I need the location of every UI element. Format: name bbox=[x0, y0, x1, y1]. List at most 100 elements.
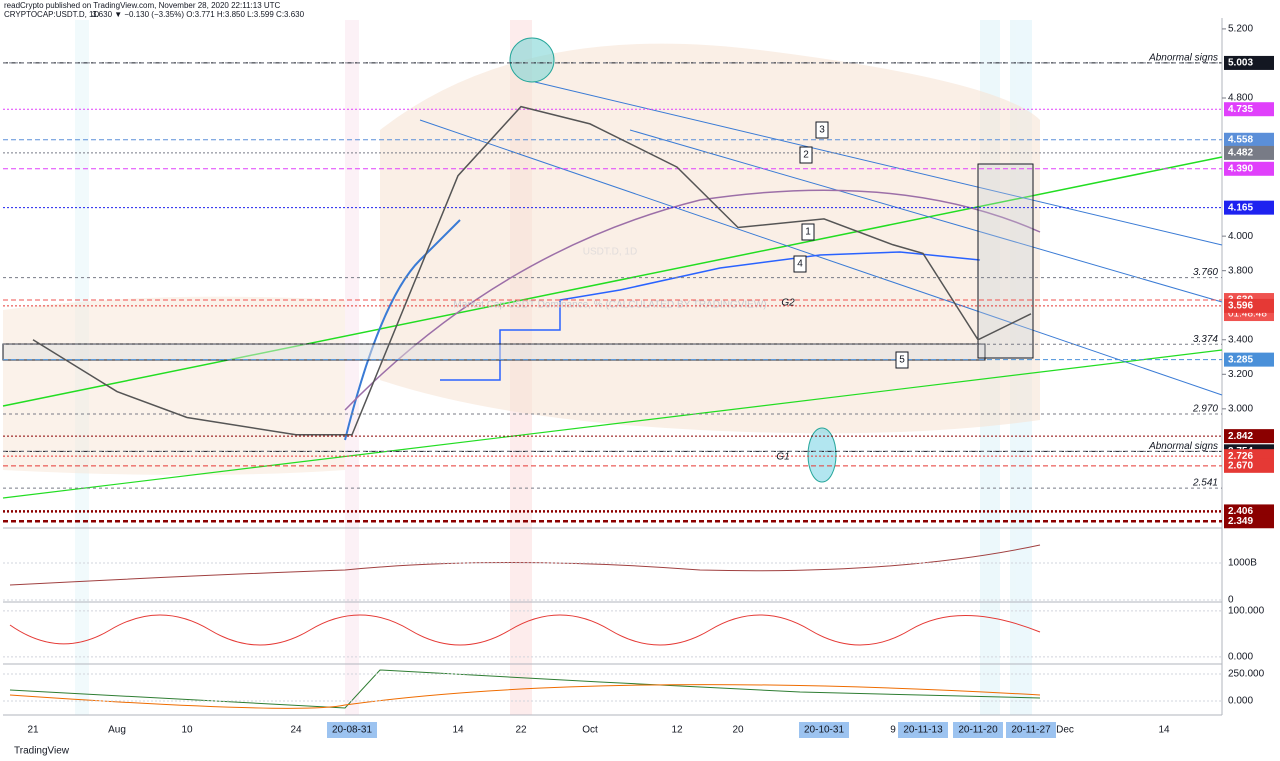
x-tick-label: 24 bbox=[290, 725, 302, 736]
annot-label: 2.541 bbox=[1192, 478, 1218, 489]
x-tick-label: 20-11-13 bbox=[903, 725, 943, 736]
y-tick-label: 4.000 bbox=[1228, 231, 1253, 242]
marker-box bbox=[815, 121, 829, 139]
level-label: 3.285 bbox=[1228, 354, 1253, 365]
x-tick-label: 20-10-31 bbox=[804, 725, 844, 736]
osc-line bbox=[9, 614, 1041, 646]
trend-line bbox=[534, 81, 1223, 246]
marker-box bbox=[793, 255, 807, 273]
level-label: 3.596 bbox=[1228, 301, 1253, 312]
level-box bbox=[1224, 429, 1274, 444]
x-tick-label: Oct bbox=[582, 725, 598, 736]
cloud bbox=[3, 296, 345, 475]
lower-line bbox=[9, 684, 1041, 709]
x-tick-label: 21 bbox=[27, 725, 39, 736]
level-box bbox=[1224, 458, 1274, 473]
pane-tick-label: 1000B bbox=[1228, 558, 1257, 569]
marker-label: 2 bbox=[803, 150, 809, 161]
marker-box bbox=[799, 146, 813, 164]
ma-line bbox=[344, 219, 461, 441]
highlight-circle bbox=[509, 37, 555, 83]
group-label: G2 bbox=[781, 298, 795, 309]
annot-label: 2.970 bbox=[1192, 404, 1218, 415]
lower-line bbox=[9, 669, 1041, 709]
x-tick-label: Dec bbox=[1056, 725, 1074, 736]
x-tick-label: 12 bbox=[671, 725, 683, 736]
level-label: 2.349 bbox=[1228, 516, 1253, 527]
level-box bbox=[1224, 514, 1274, 529]
box bbox=[2, 343, 986, 361]
x-tick-label: 20-11-27 bbox=[1011, 725, 1051, 736]
level-label: 4.482 bbox=[1228, 148, 1253, 159]
x-tick-label: 20-11-20 bbox=[958, 725, 998, 736]
x-tick-highlight bbox=[953, 722, 1003, 738]
band bbox=[345, 20, 359, 715]
annot-label: Abnormal signs bbox=[1148, 441, 1218, 452]
x-tick-label: 9 bbox=[890, 725, 896, 736]
level-box bbox=[1224, 161, 1274, 176]
marker-label: 4 bbox=[797, 259, 803, 270]
level-label: 2.406 bbox=[1228, 506, 1253, 517]
publisher: readCrypto published on TradingView.com,… bbox=[4, 1, 281, 10]
level-label: 2.842 bbox=[1228, 431, 1253, 442]
ohlc: 3.630 ▼ −0.130 (−3.35%) O:3.771 H:3.850 … bbox=[92, 10, 305, 19]
level-box bbox=[1224, 55, 1274, 70]
trend-line bbox=[629, 129, 1223, 303]
level-label: 4.165 bbox=[1228, 202, 1253, 213]
trend-line bbox=[2, 156, 1223, 407]
level-box bbox=[1224, 298, 1274, 313]
highlight-ellipse bbox=[807, 427, 837, 483]
x-tick-highlight bbox=[799, 722, 849, 738]
pane-tick-label: 0 bbox=[1228, 595, 1234, 606]
x-tick-label: Aug bbox=[108, 725, 126, 736]
annot-label: Abnormal signs bbox=[1148, 53, 1218, 64]
y-tick-label: 3.000 bbox=[1228, 403, 1253, 414]
price-line bbox=[32, 105, 1032, 436]
x-tick-label: 20-08-31 bbox=[332, 725, 372, 736]
x-tick-highlight bbox=[898, 722, 948, 738]
x-tick-label: 20 bbox=[732, 725, 744, 736]
level-label: 2.726 bbox=[1228, 451, 1253, 462]
level-label: 4.735 bbox=[1228, 104, 1253, 115]
x-tick-label: 22 bbox=[515, 725, 527, 736]
annot-label: 3.374 bbox=[1193, 334, 1218, 345]
level-label: 5.003 bbox=[1228, 58, 1253, 69]
level-label: 4.390 bbox=[1228, 163, 1253, 174]
marker-box bbox=[801, 223, 815, 241]
symbol: CRYPTOCAP:USDT.D, 1D bbox=[4, 10, 100, 19]
marker-box bbox=[895, 351, 909, 369]
x-tick-label: 14 bbox=[452, 725, 464, 736]
cloud bbox=[380, 43, 1040, 434]
pane-tick-label: 250.000 bbox=[1228, 669, 1265, 680]
y-tick-label: 5.200 bbox=[1228, 24, 1253, 35]
y-tick-label: 4.800 bbox=[1228, 93, 1253, 104]
trend-line bbox=[419, 119, 1223, 396]
level-box bbox=[1224, 132, 1274, 147]
marker-label: 1 bbox=[805, 227, 811, 238]
y-tick-label: 3.400 bbox=[1228, 334, 1253, 345]
group-label: G1 bbox=[776, 452, 789, 463]
level-box bbox=[1224, 200, 1274, 215]
level-label: 2.670 bbox=[1228, 460, 1253, 471]
marker-label: 3 bbox=[819, 125, 825, 136]
y-tick-label: 3.200 bbox=[1228, 369, 1253, 380]
x-tick-label: 10 bbox=[181, 725, 193, 736]
level-label: 4.558 bbox=[1228, 134, 1253, 145]
annot-label: 3.760 bbox=[1193, 267, 1218, 278]
watermark-name: Market Cap USDT Dominance, % (CALCULATED… bbox=[453, 300, 766, 311]
pane-tick-label: 0.000 bbox=[1228, 652, 1253, 663]
x-tick-label: 14 bbox=[1158, 725, 1170, 736]
marker-label: 5 bbox=[899, 355, 905, 366]
level-box bbox=[1224, 352, 1274, 367]
footer: TradingView bbox=[14, 746, 70, 757]
pane-tick-label: 0.000 bbox=[1228, 696, 1253, 707]
y-tick-label: 3.800 bbox=[1228, 265, 1253, 276]
pane-tick-label: 100.000 bbox=[1228, 606, 1265, 617]
x-tick-highlight bbox=[327, 722, 377, 738]
box bbox=[977, 163, 1034, 359]
level-box bbox=[1224, 102, 1274, 117]
trend-line bbox=[2, 349, 1223, 499]
level-box bbox=[1224, 145, 1274, 160]
ma-line bbox=[344, 189, 1041, 411]
